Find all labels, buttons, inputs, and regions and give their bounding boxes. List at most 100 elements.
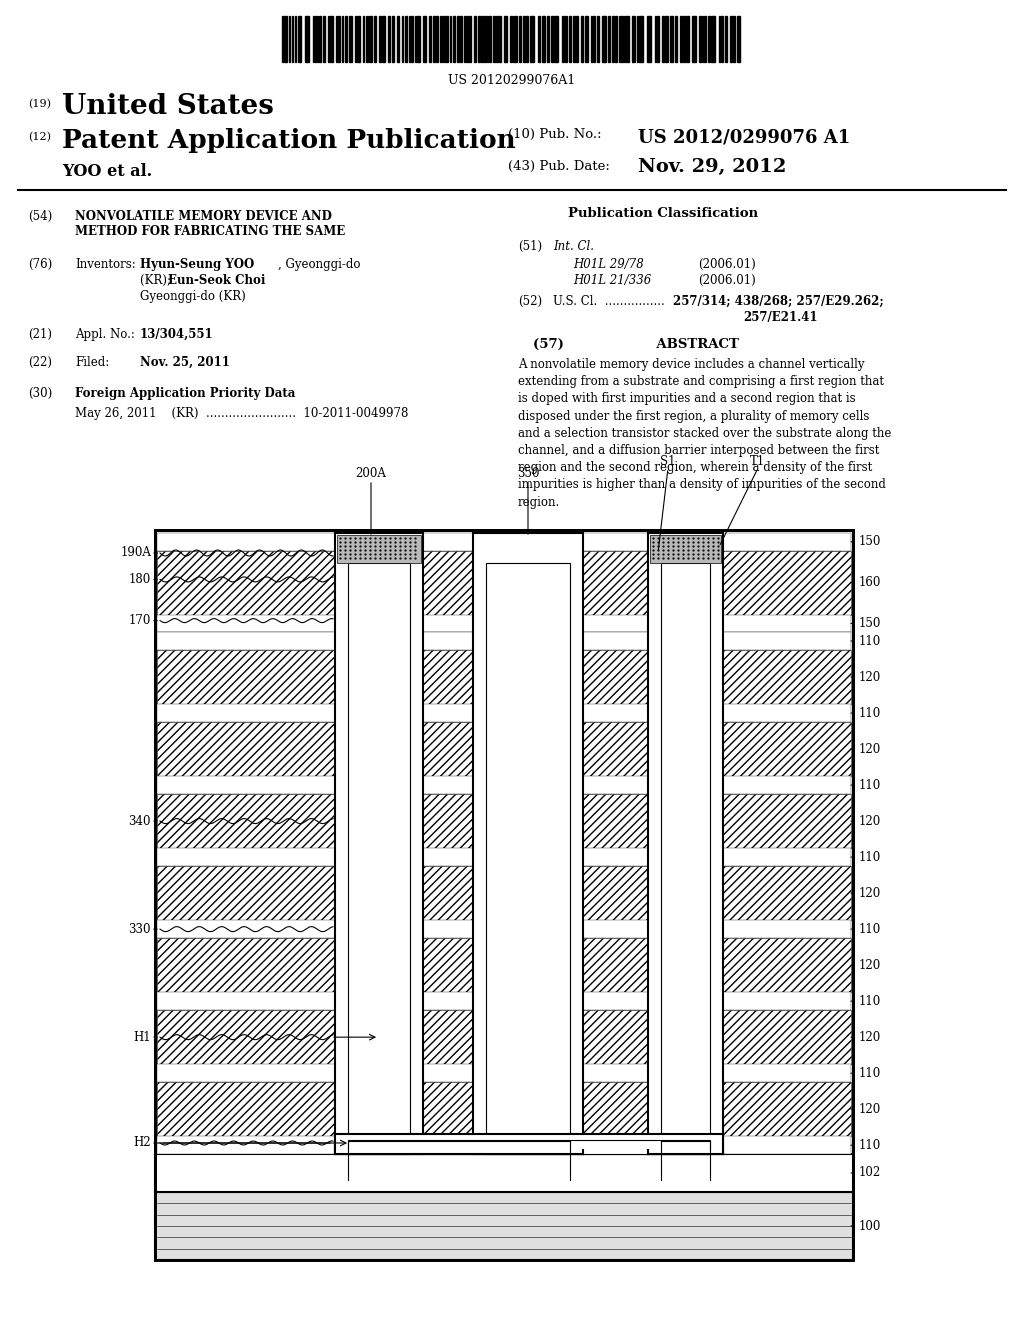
Bar	[336, 16, 337, 62]
Bar	[723, 1010, 851, 1064]
Text: (10) Pub. No.:: (10) Pub. No.:	[508, 128, 606, 141]
Bar	[708, 16, 710, 62]
Bar	[295, 16, 296, 62]
Bar	[648, 533, 723, 1154]
Bar	[429, 16, 431, 62]
Bar	[723, 1082, 851, 1137]
Text: 110: 110	[851, 1067, 882, 1080]
Bar	[423, 776, 473, 793]
Bar	[335, 1134, 723, 1154]
Bar	[423, 632, 473, 649]
Bar	[504, 16, 507, 62]
Bar	[155, 1154, 853, 1192]
Text: S1: S1	[660, 455, 676, 469]
Bar	[593, 16, 595, 62]
Bar	[575, 16, 579, 62]
Text: NONVOLATILE MEMORY DEVICE AND: NONVOLATILE MEMORY DEVICE AND	[75, 210, 332, 223]
Bar	[354, 16, 356, 62]
Bar	[583, 849, 648, 866]
Bar	[450, 16, 452, 62]
Bar	[583, 533, 648, 550]
Bar	[338, 16, 340, 62]
Bar	[457, 16, 459, 62]
Text: YOO et al.: YOO et al.	[62, 162, 153, 180]
Bar	[583, 866, 648, 920]
Text: H01L 21/336: H01L 21/336	[573, 275, 651, 286]
Bar	[481, 16, 482, 62]
Bar	[157, 849, 335, 866]
Bar	[583, 1064, 648, 1082]
Bar	[157, 533, 335, 550]
Bar	[583, 1082, 648, 1137]
Bar	[523, 16, 524, 62]
Bar	[392, 16, 394, 62]
Bar	[289, 16, 291, 62]
Bar	[157, 793, 335, 849]
Bar	[654, 16, 655, 62]
Bar	[423, 705, 473, 722]
Bar	[423, 16, 426, 62]
Bar	[292, 16, 294, 62]
Bar	[583, 993, 648, 1010]
Bar	[538, 16, 540, 62]
Text: H2: H2	[133, 1137, 151, 1150]
Text: 340: 340	[128, 814, 151, 828]
Bar	[155, 1192, 853, 1261]
Bar	[526, 16, 528, 62]
Bar	[319, 16, 322, 62]
Bar	[566, 16, 567, 62]
Text: Filed:: Filed:	[75, 356, 110, 370]
Bar	[382, 16, 385, 62]
Bar	[723, 550, 851, 615]
Bar	[733, 16, 735, 62]
Bar	[499, 16, 501, 62]
Bar	[345, 16, 347, 62]
Bar	[371, 16, 372, 62]
Bar	[543, 16, 545, 62]
Text: 160: 160	[851, 576, 882, 589]
Bar	[692, 16, 695, 62]
Text: (52): (52)	[518, 294, 542, 308]
Bar	[417, 16, 420, 62]
Bar	[423, 550, 473, 615]
Bar	[305, 16, 309, 62]
Text: 110: 110	[851, 995, 882, 1007]
Bar	[157, 1064, 335, 1082]
Bar	[157, 705, 335, 722]
Bar	[547, 16, 549, 62]
Bar	[583, 776, 648, 793]
Text: 257/E21.41: 257/E21.41	[743, 312, 817, 323]
Bar	[723, 1137, 851, 1154]
Bar	[510, 16, 511, 62]
Text: 170: 170	[129, 614, 151, 627]
Text: H1: H1	[133, 1031, 151, 1044]
Bar	[298, 16, 301, 62]
Bar	[573, 16, 574, 62]
Text: (2006.01): (2006.01)	[698, 257, 756, 271]
Bar	[423, 993, 473, 1010]
Bar	[551, 16, 553, 62]
Bar	[583, 1010, 648, 1064]
Bar	[608, 16, 610, 62]
Bar	[423, 722, 473, 776]
Bar	[730, 16, 731, 62]
Bar	[348, 1140, 710, 1154]
Bar	[737, 16, 740, 62]
Bar	[335, 533, 423, 1154]
Bar	[723, 722, 851, 776]
Text: METHOD FOR FABRICATING THE SAME: METHOD FOR FABRICATING THE SAME	[75, 224, 345, 238]
Text: T1: T1	[751, 455, 766, 469]
Text: US 2012/0299076 A1: US 2012/0299076 A1	[638, 128, 850, 147]
Bar	[335, 533, 423, 1154]
Bar	[583, 632, 648, 649]
Bar	[157, 776, 335, 793]
Text: 120: 120	[851, 1031, 882, 1044]
Bar	[686, 16, 689, 62]
Text: May 26, 2011    (KR)  ........................  10-2011-0049978: May 26, 2011 (KR) ......................…	[75, 407, 409, 420]
Bar	[368, 16, 370, 62]
Bar	[446, 16, 447, 62]
Text: (54): (54)	[28, 210, 52, 223]
Bar	[464, 16, 465, 62]
Bar	[473, 533, 583, 1154]
Bar	[723, 615, 851, 632]
